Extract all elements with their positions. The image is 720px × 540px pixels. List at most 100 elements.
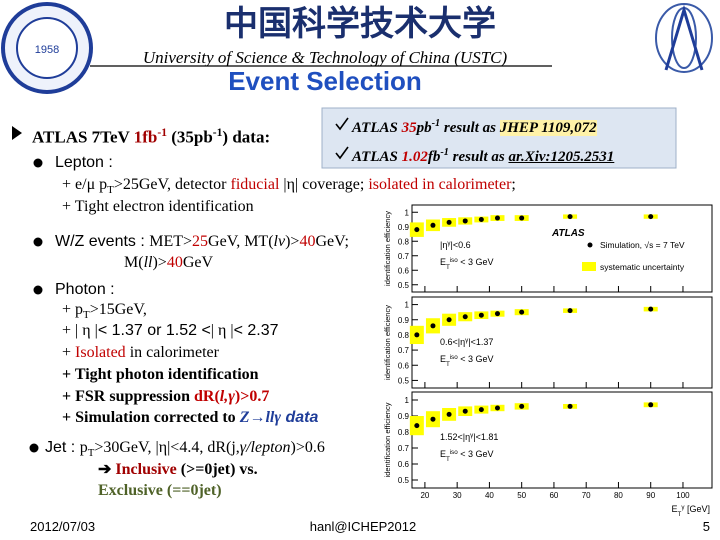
- text-line: ATLAS 1.02fb-1 result as ar.Xiv:1205.253…: [352, 143, 614, 167]
- text-run: + |: [62, 322, 83, 339]
- text-run: )>: [152, 254, 167, 271]
- text-run: pb: [416, 120, 432, 136]
- text-run: T: [677, 511, 681, 518]
- data-point: [478, 407, 484, 413]
- check: [335, 117, 349, 131]
- text-run: fiducial: [230, 176, 280, 193]
- text-run: GeV, MT(: [208, 233, 274, 250]
- data-point: [519, 215, 525, 221]
- text-run: |η: [440, 240, 447, 250]
- data-point: [414, 423, 420, 429]
- text-run: < 1.37 or 1.52 <: [97, 322, 211, 339]
- data-point: [494, 405, 500, 411]
- atlas-logo: [664, 4, 704, 71]
- text-run: p: [79, 439, 88, 456]
- atlas-logo: [655, 3, 713, 73]
- figure-background: [378, 198, 720, 518]
- x-tick-label: 70: [582, 491, 591, 500]
- y-tick-label: 0.6: [398, 361, 410, 370]
- data-point: [494, 311, 500, 317]
- text-run: (>=0jet) vs.: [176, 461, 258, 478]
- text-run: η: [82, 322, 91, 339]
- text-run: ar.Xiv:1205.2531: [508, 149, 615, 165]
- plot-label: |ηγ|<0.6: [440, 240, 471, 251]
- y-tick-label: 0.7: [398, 252, 410, 261]
- text-run: 0.6<|η: [440, 337, 465, 347]
- text-run: -1: [157, 126, 167, 139]
- text-run: (35pb: [166, 127, 213, 147]
- plot-label: 1.52<|ηγ|<1.81: [440, 432, 498, 443]
- data-point: [446, 317, 452, 323]
- text-run: γ: [681, 504, 685, 511]
- legend-marker: [587, 242, 593, 248]
- text-run: →: [249, 409, 266, 426]
- text-run: 40: [166, 254, 183, 271]
- text-run: + e/: [62, 176, 87, 193]
- text-run: +: [62, 344, 76, 361]
- text-run: [GeV]: [684, 504, 710, 514]
- text-run: 25: [192, 233, 209, 250]
- text-run: E: [440, 449, 446, 459]
- y-tick-label: 0.6: [398, 460, 410, 469]
- logo-inner: [16, 17, 78, 79]
- text-run: T: [446, 456, 450, 463]
- chinese-title: 中国科学技术大学: [224, 4, 496, 43]
- text-run: Isolated: [75, 344, 126, 361]
- text-run: result as: [440, 120, 500, 136]
- y-tick-label: 0.8: [398, 428, 410, 437]
- text-run: ATLAS 7TeV: [32, 127, 134, 147]
- text-run: p: [95, 176, 108, 193]
- experiment-label: ATLAS: [551, 228, 585, 239]
- text-line: + Isolated in calorimeter: [62, 343, 219, 363]
- bullet: [29, 443, 39, 453]
- text-run: lν: [273, 233, 286, 250]
- y-tick-label: 0.7: [398, 346, 410, 355]
- text-run: -1: [440, 147, 449, 158]
- data-point: [648, 214, 654, 220]
- x-tick-label: 80: [614, 491, 623, 500]
- data-point: [414, 332, 420, 338]
- text-run: < 3 GeV: [458, 354, 494, 364]
- y-tick-label: 0.9: [398, 412, 410, 421]
- text-run: in calorimeter: [125, 344, 219, 361]
- text-run: T: [446, 264, 450, 271]
- plot-label: ETiso < 3 GeV: [440, 449, 493, 463]
- y-tick-label: 0.6: [398, 266, 410, 275]
- text-run: 1fb: [133, 127, 158, 147]
- text-run: :: [135, 233, 150, 250]
- y-tick-label: 0.5: [398, 476, 410, 485]
- y-axis-label: identification efficiency: [383, 211, 392, 286]
- text-line: + FSR suppression dR(l,γ)>0.7: [62, 387, 269, 407]
- text-run: ;: [511, 176, 516, 193]
- text-run: M(: [124, 254, 144, 271]
- text-run: GeV;: [315, 233, 349, 250]
- text-run: Z: [239, 409, 250, 426]
- text-run: γ: [465, 337, 469, 344]
- data-point: [648, 402, 654, 408]
- text-run: 1.52<|η: [440, 432, 470, 442]
- y-tick-label: 0.8: [398, 331, 410, 340]
- text-line: + | η |< 1.37 or 1.52 <| η |< 2.37: [62, 321, 279, 341]
- text-run: )>: [285, 233, 300, 250]
- x-tick-label: 90: [646, 491, 655, 500]
- text-run: T: [107, 184, 114, 197]
- text-run: >30GeV, |: [94, 439, 159, 456]
- text-line: ATLAS 35pb-1 result as JHEP 1109,072: [352, 114, 597, 138]
- plot-label: ETiso < 3 GeV: [440, 257, 493, 271]
- text-line: Jet : pT>30GeV, |η|<4.4, dR(j,γ/lepton)>…: [45, 438, 325, 463]
- text-run: γ: [470, 432, 474, 439]
- bullet: [33, 158, 43, 168]
- data-point: [430, 222, 436, 228]
- text-line: Exclusive (==0jet): [98, 481, 222, 501]
- y-tick-label: 1: [405, 301, 410, 310]
- footer-date: 2012/07/03: [30, 519, 95, 534]
- text-run: Photon :: [55, 281, 115, 298]
- text-run: |<1.37: [468, 337, 493, 347]
- text-line: + Simulation corrected to Z→llγ data: [62, 408, 318, 428]
- data-point: [519, 309, 525, 315]
- text-run: | coverage;: [294, 176, 369, 193]
- text-line: Lepton :: [55, 153, 113, 173]
- y-tick-label: 0.5: [398, 376, 410, 385]
- text-line: W/Z events : MET>25GeV, MT(lν)>40GeV;: [55, 232, 349, 252]
- text-run: E: [440, 354, 446, 364]
